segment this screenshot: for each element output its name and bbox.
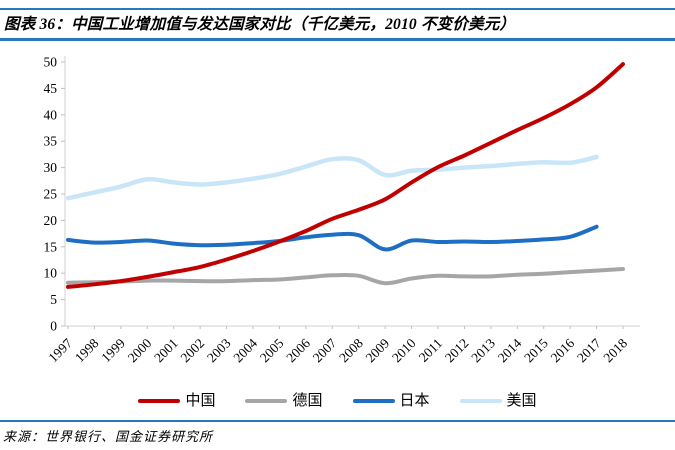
y-tick-label: 15 <box>44 239 58 254</box>
legend-item-德国: 德国 <box>245 392 323 409</box>
series-line-美国 <box>65 154 599 201</box>
y-tick-label: 45 <box>44 81 58 96</box>
source-text: 来源：世界银行、国金证券研究所 <box>3 429 214 444</box>
y-tick-label: 20 <box>44 213 58 228</box>
x-tick-label: 2018 <box>600 335 630 365</box>
chart-legend: 中国 德国 日本 美国 <box>0 389 675 413</box>
x-tick-label: 2004 <box>230 335 260 365</box>
x-axis-labels: 1997199819992000200120022003200420052006… <box>45 335 630 365</box>
series-lines <box>65 62 625 289</box>
legend-label: 中国 <box>185 392 216 409</box>
header-bottom-rule <box>0 38 675 41</box>
y-tick-label: 30 <box>44 160 58 175</box>
x-tick-label: 2002 <box>178 336 208 366</box>
x-tick-label: 1997 <box>45 335 75 365</box>
header-top-rule <box>0 8 675 10</box>
legend-label: 德国 <box>292 392 323 409</box>
chart-title: 图表 36：中国工业增加值与发达国家对比（千亿美元，2010 不变价美元） <box>4 16 516 33</box>
x-tick-label: 2006 <box>283 335 313 365</box>
y-axis-labels: 0 5 10 15 20 25 30 35 40 45 50 <box>44 55 58 334</box>
x-tick-label: 2011 <box>416 336 445 365</box>
legend-swatch <box>459 399 502 403</box>
legend-item-日本: 日本 <box>352 392 430 409</box>
series-line-日本 <box>66 224 599 252</box>
y-tick-label: 50 <box>44 55 58 70</box>
y-tick-label: 10 <box>44 266 58 281</box>
y-tick-label: 40 <box>44 107 58 122</box>
x-tick-label: 2005 <box>257 335 287 365</box>
y-tick-label: 5 <box>50 292 57 307</box>
footer-rule <box>0 420 675 422</box>
x-tick-label: 2017 <box>574 335 604 365</box>
x-tick-label: 2014 <box>495 335 525 365</box>
legend-swatch <box>138 399 181 403</box>
x-tick-label: 2001 <box>151 336 181 366</box>
legend-swatch <box>245 399 288 403</box>
y-tick-label: 25 <box>44 187 58 202</box>
x-tick-label: 1999 <box>98 335 128 365</box>
x-tick-label: 1998 <box>72 335 102 365</box>
legend-label: 日本 <box>399 392 430 409</box>
series-line-中国 <box>66 62 625 289</box>
chart-axes <box>61 56 640 329</box>
x-tick-label: 2016 <box>548 335 578 365</box>
y-tick-label: 0 <box>50 319 57 334</box>
series-line-德国 <box>66 267 625 286</box>
x-tick-label: 2015 <box>521 335 551 365</box>
x-tick-label: 2013 <box>468 335 498 365</box>
legend-swatch <box>352 399 395 403</box>
legend-item-中国: 中国 <box>138 392 216 409</box>
x-tick-label: 2009 <box>363 335 393 365</box>
x-tick-label: 2010 <box>389 335 419 365</box>
x-tick-label: 2012 <box>442 336 472 366</box>
y-tick-label: 35 <box>44 134 58 149</box>
x-tick-label: 2007 <box>310 335 340 365</box>
x-tick-label: 2000 <box>125 335 155 365</box>
x-tick-label: 2003 <box>204 335 234 365</box>
x-tick-label: 2008 <box>336 335 366 365</box>
legend-label: 美国 <box>506 392 537 409</box>
legend-item-美国: 美国 <box>459 392 537 409</box>
